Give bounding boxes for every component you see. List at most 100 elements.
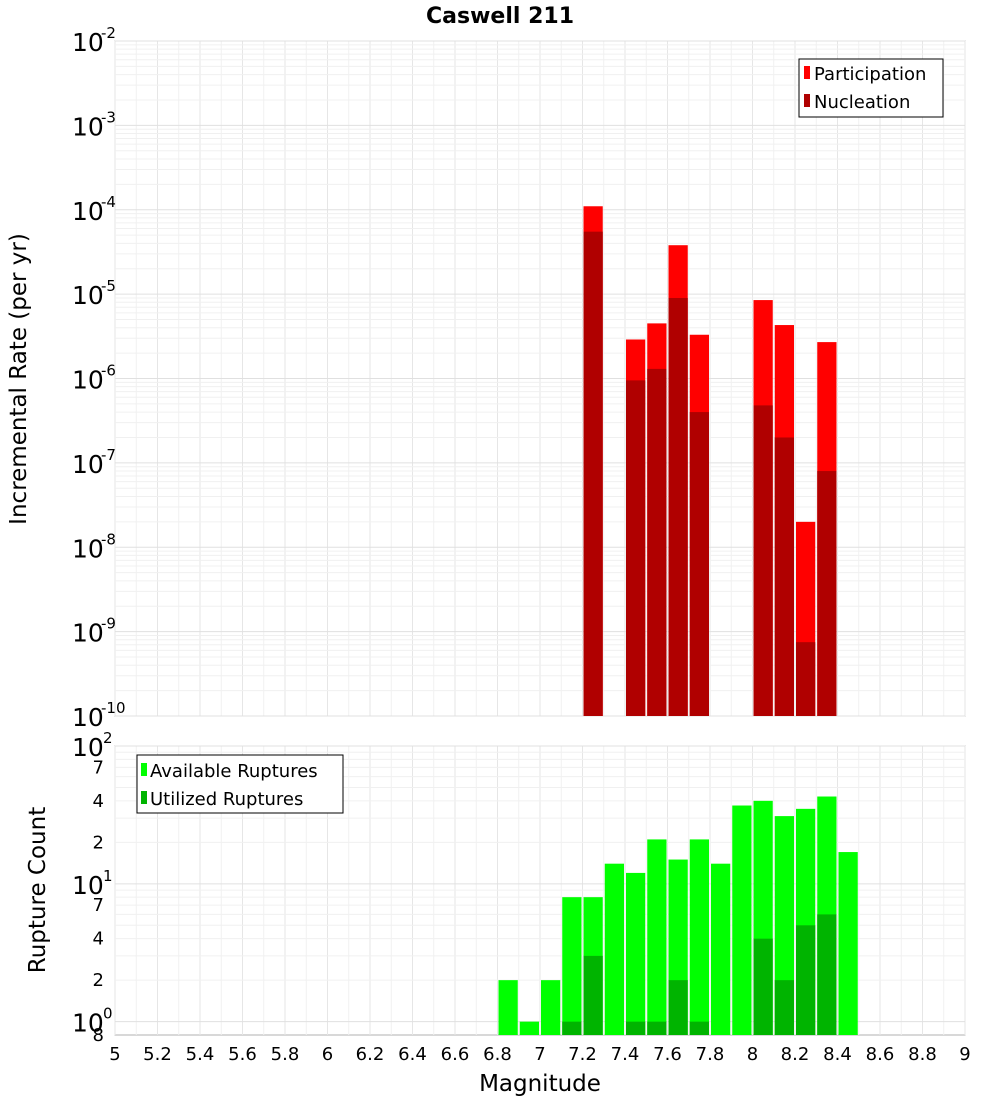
- rate-y-tick-base: 10: [72, 28, 104, 57]
- rate-y-tick-exponent: -9: [101, 615, 116, 633]
- count-y-tick-base: 10: [72, 1009, 104, 1038]
- available-ruptures-bar: [626, 872, 646, 1035]
- available-ruptures-bar: [541, 980, 561, 1035]
- x-tick-label: 5.2: [143, 1044, 172, 1065]
- rate-y-tick-base: 10: [72, 281, 104, 310]
- nucleation-bar: [689, 412, 709, 716]
- x-tick-label: 8.6: [866, 1044, 895, 1065]
- count-y-tick-exponent: 2: [103, 729, 113, 747]
- x-tick-label: 7.6: [653, 1044, 682, 1065]
- utilized-ruptures-bar: [647, 1021, 667, 1035]
- x-tick-label: 5.6: [228, 1044, 257, 1065]
- rate-y-tick-exponent: -3: [101, 108, 116, 126]
- count-y-minor-tick: 2: [93, 832, 104, 853]
- magnitude-x-ticks: 5 5.2 5.4 5.6 5.8 6 6.2 6.4 6.6 6.8 7 7.2 7.4 7.6 7.8 8…: [109, 1044, 970, 1065]
- x-tick-label: 7.2: [568, 1044, 597, 1065]
- available-ruptures-bar: [519, 1021, 539, 1035]
- x-tick-label: 5.8: [271, 1044, 300, 1065]
- x-tick-label: 7: [534, 1044, 545, 1065]
- available-ruptures-bar: [647, 839, 667, 1035]
- count-y-minor-tick: 4: [93, 929, 104, 950]
- rate-y-tick-base: 10: [72, 619, 104, 648]
- available-ruptures-bar: [604, 863, 624, 1035]
- nucleation-bar: [774, 437, 794, 716]
- count-y-minor-tick: 8: [93, 1025, 104, 1046]
- rate-panel: 10-210-310-410-510-610-710-810-910-10 In…: [6, 24, 966, 732]
- legend-label-utilized: Utilized Ruptures: [150, 789, 303, 810]
- rate-legend-box: [798, 58, 944, 118]
- chart-title: Caswell 211: [426, 4, 574, 29]
- rate-y-tick-base: 10: [72, 450, 104, 479]
- nucleation-bar: [626, 380, 646, 716]
- legend-swatch-available: [141, 763, 147, 776]
- x-tick-label: 6.4: [398, 1044, 427, 1065]
- x-tick-label: 8: [747, 1044, 758, 1065]
- nucleation-bar: [796, 642, 816, 716]
- rate-y-tick-exponent: -10: [101, 699, 126, 717]
- count-bars: [498, 796, 858, 1035]
- x-tick-label: 6: [322, 1044, 333, 1065]
- rate-y-tick-base: 10: [72, 534, 104, 563]
- x-tick-label: 8.2: [781, 1044, 810, 1065]
- rate-y-ticks: 10-210-310-410-510-610-710-810-910-10: [72, 24, 126, 732]
- rate-y-axis-label: Incremental Rate (per yr): [6, 233, 32, 525]
- x-tick-label: 5: [109, 1044, 120, 1065]
- rate-y-tick-base: 10: [72, 703, 104, 732]
- rate-y-tick-exponent: -2: [101, 24, 116, 42]
- x-tick-label: 6.8: [483, 1044, 512, 1065]
- legend-label-participation: Participation: [814, 64, 926, 85]
- count-legend: Available Ruptures Utilized Ruptures: [136, 754, 344, 814]
- legend-label-available: Available Ruptures: [150, 761, 318, 782]
- x-tick-label: 8.8: [908, 1044, 937, 1065]
- count-y-tick-base: 10: [72, 733, 104, 762]
- rate-y-tick-exponent: -5: [101, 277, 116, 295]
- utilized-ruptures-bar: [626, 1021, 646, 1035]
- nucleation-bar: [753, 405, 773, 716]
- rate-grid: [114, 40, 966, 717]
- rate-y-tick-base: 10: [72, 112, 104, 141]
- utilized-ruptures-bar: [774, 980, 794, 1035]
- legend-swatch-utilized: [141, 791, 147, 804]
- count-y-minor-tick: 7: [93, 895, 104, 916]
- utilized-ruptures-bar: [583, 955, 603, 1035]
- nucleation-bar: [817, 471, 837, 716]
- count-y-minor-tick: 4: [93, 791, 104, 812]
- rate-y-tick-base: 10: [72, 366, 104, 395]
- rate-y-tick-exponent: -6: [101, 362, 116, 380]
- available-ruptures-bar: [562, 897, 582, 1035]
- legend-swatch-participation: [804, 66, 810, 79]
- utilized-ruptures-bar: [796, 925, 816, 1035]
- rate-bars: [583, 206, 837, 717]
- x-tick-label: 7.8: [696, 1044, 725, 1065]
- available-ruptures-bar: [498, 980, 518, 1035]
- utilized-ruptures-bar: [668, 980, 688, 1035]
- count-y-axis-label: Rupture Count: [25, 807, 51, 973]
- available-ruptures-bar: [838, 852, 858, 1035]
- x-tick-label: 5.4: [186, 1044, 215, 1065]
- rate-y-tick-exponent: -7: [101, 446, 116, 464]
- count-y-tick-base: 10: [72, 871, 104, 900]
- rate-legend: Participation Nucleation: [798, 58, 944, 118]
- count-legend-box: [136, 754, 344, 814]
- utilized-ruptures-bar: [689, 1021, 709, 1035]
- legend-label-nucleation: Nucleation: [814, 92, 910, 113]
- x-tick-label: 7.4: [611, 1044, 640, 1065]
- utilized-ruptures-bar: [753, 938, 773, 1035]
- count-y-tick-exponent: 0: [103, 1005, 113, 1023]
- count-y-tick-exponent: 1: [103, 867, 113, 885]
- x-tick-label: 8.4: [823, 1044, 852, 1065]
- utilized-ruptures-bar: [817, 914, 837, 1035]
- legend-swatch-nucleation: [804, 94, 810, 107]
- available-ruptures-bar: [711, 863, 731, 1035]
- x-tick-label: 6.2: [356, 1044, 385, 1065]
- rate-y-tick-base: 10: [72, 197, 104, 226]
- rate-y-tick-exponent: -8: [101, 530, 116, 548]
- available-ruptures-bar: [732, 805, 752, 1035]
- nucleation-bar: [583, 231, 603, 716]
- x-tick-label: 9: [959, 1044, 970, 1065]
- nucleation-bar: [647, 368, 667, 716]
- x-axis-label: Magnitude: [479, 1071, 601, 1097]
